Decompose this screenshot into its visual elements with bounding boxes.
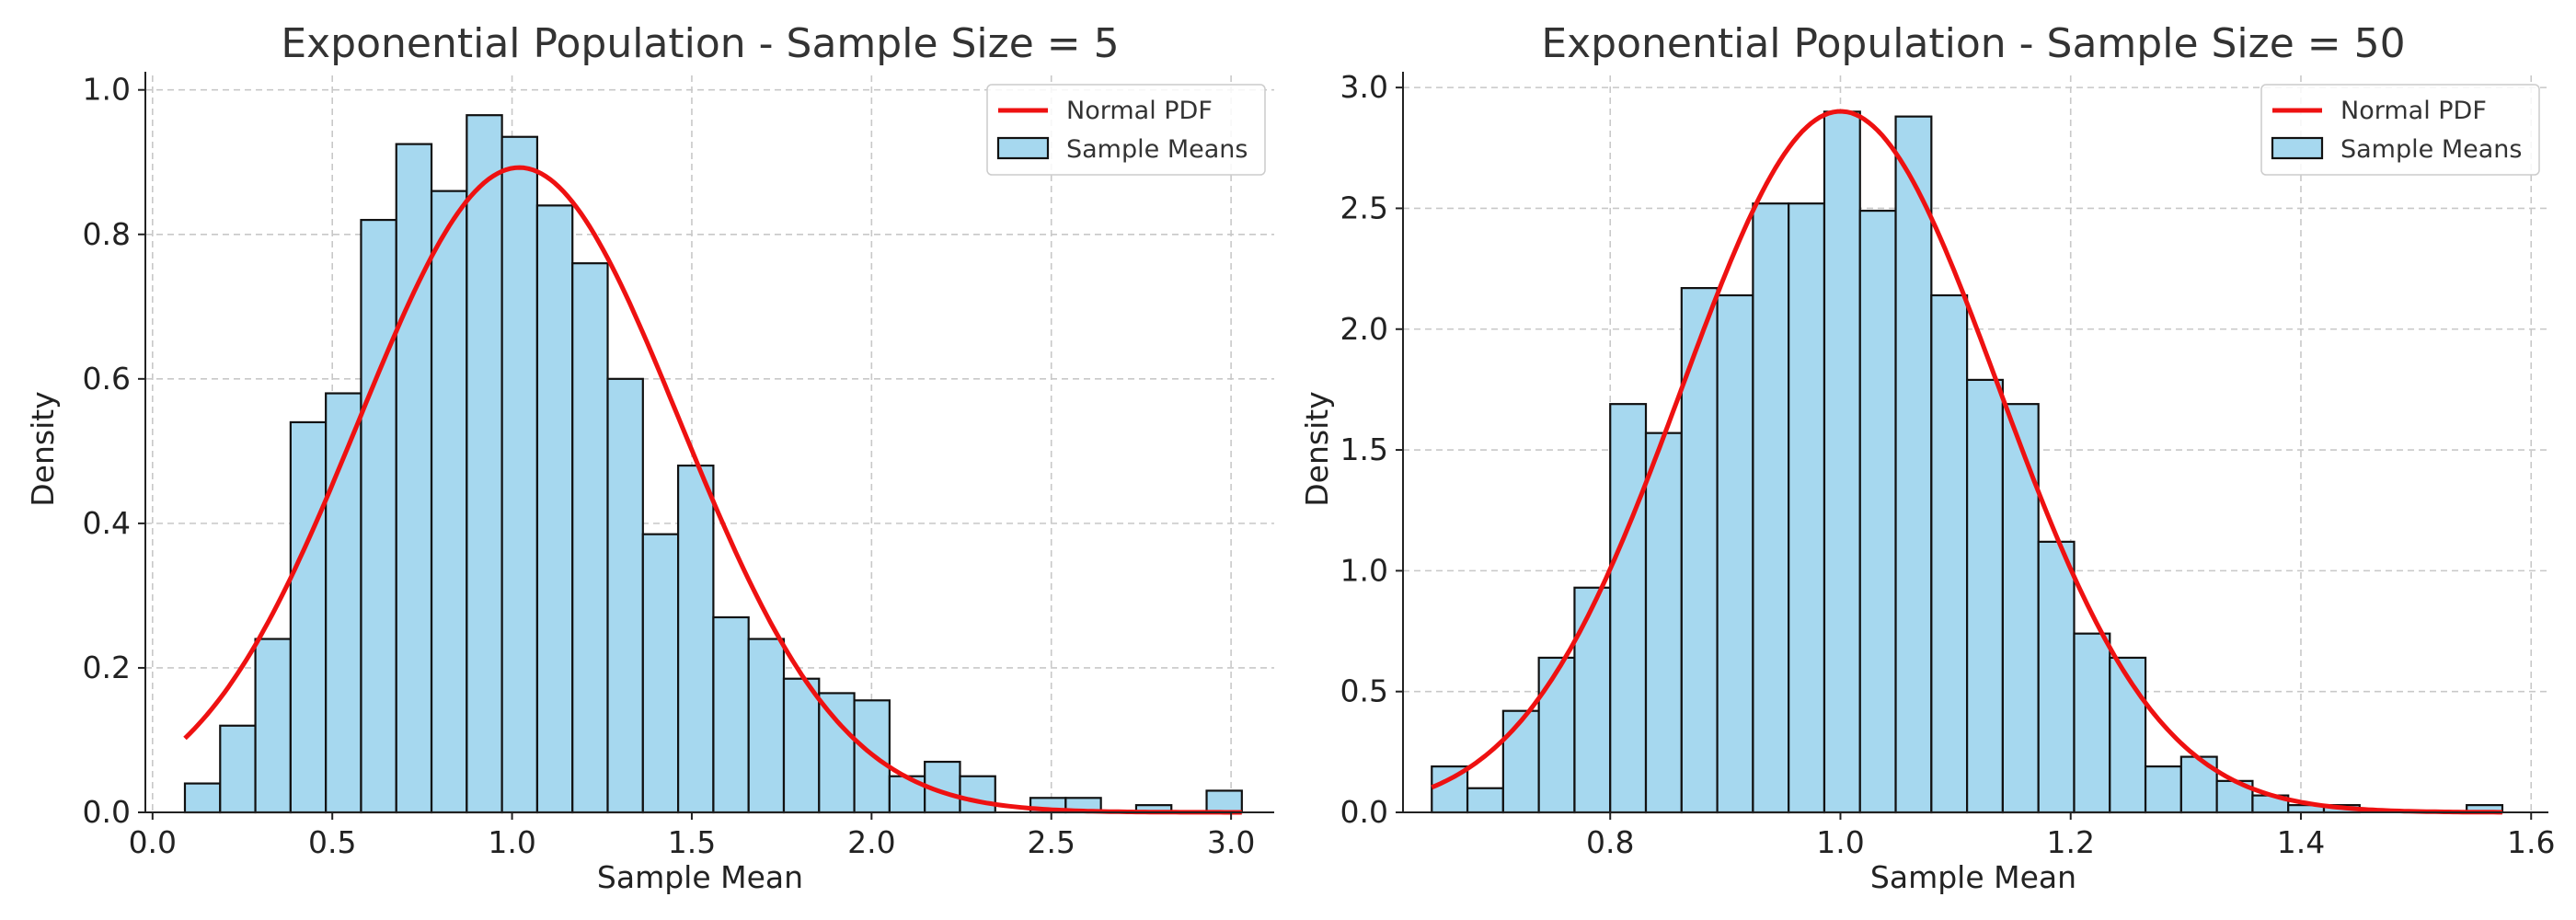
histogram-bar [818,692,856,814]
legend: Normal PDF Sample Means [2260,84,2540,176]
histogram-bars [1431,110,2504,814]
histogram-bar [183,782,222,814]
x-tick-label: 1.6 [2507,824,2555,860]
histogram-bar [1823,110,1861,814]
histogram-bar [1752,202,1790,814]
x-tick-label: 1.5 [668,824,716,860]
x-tick-label: 2.5 [1027,824,1075,860]
x-tick-label: 1.2 [2046,824,2094,860]
axes: 0.8 1.0 1.2 1.4 1.6 0.0 0.5 1.0 1.5 2.0 2.5 3.0 [1340,69,2556,860]
histogram-bar [782,677,821,814]
chart-panel-sample-size-50: Exponential Population - Sample Size = 5… [1299,20,2555,895]
histogram-bar [1966,378,2005,814]
chart-title: Exponential Population - Sample Size = 5 [281,20,1119,67]
histogram-bar [219,724,257,814]
y-tick-label: 1.5 [1340,431,1388,467]
histogram-bar [535,204,574,814]
histogram-bar [500,135,539,814]
axes: 0.0 0.5 1.0 1.5 2.0 2.5 3.0 0.0 0.2 0.4 0.6 0.8 1.0 [83,72,1274,860]
x-tick-label: 1.0 [488,824,535,860]
histogram-bar [395,143,433,814]
histogram-bar [641,533,680,814]
y-tick-label: 2.0 [1340,311,1388,347]
histogram-bar [1501,709,1540,814]
y-tick-label: 1.0 [1340,552,1388,588]
y-tick-label: 0.4 [83,505,131,541]
legend-label-normal-pdf: Normal PDF [2340,97,2487,125]
normal-pdf-curve [1431,109,2502,815]
y-axis-label: Density [25,391,61,506]
x-tick-label: 3.0 [1207,824,1255,860]
x-tick-label: 1.0 [1816,824,1864,860]
histogram-bar [1680,287,1719,814]
histogram-bar [1858,209,1897,814]
x-tick-label: 0.8 [1586,824,1634,860]
histogram-bar [606,377,644,814]
normal-pdf-line [1431,109,2502,815]
histogram-bar [2037,540,2076,814]
legend: Normal PDF Sample Means [986,84,1266,176]
histogram-bar [959,775,996,814]
histogram-bar [466,114,503,814]
histogram-bar [677,464,715,814]
legend-frame [986,84,1266,176]
x-axis-label: Sample Mean [1870,859,2076,895]
histogram-bar [2144,765,2182,814]
normal-pdf-line [183,165,1242,815]
histogram-bar [254,638,292,814]
y-tick-label: 0.8 [83,216,131,252]
histogram-bar [1609,403,1648,814]
legend-bar-swatch [996,136,1050,160]
chart-panel-sample-size-5: Exponential Population - Sample Size = 5… [25,20,1274,895]
y-tick-label: 0.5 [1340,673,1388,709]
legend-label-sample-means: Sample Means [2340,135,2522,164]
legend-label-sample-means: Sample Means [1066,135,1248,164]
y-tick-label: 1.0 [83,72,131,108]
histogram-bar [1537,656,1576,814]
histogram-bar [1894,115,1933,814]
histogram-bar [1716,293,1754,814]
chart-title: Exponential Population - Sample Size = 5… [1541,20,2405,67]
x-tick-label: 0.5 [308,824,356,860]
histogram-bar [571,262,609,814]
normal-pdf-curve [183,165,1242,815]
legend-bar-swatch [2271,136,2324,160]
histogram-bar [1573,586,1612,814]
histogram-bar [1788,202,1826,814]
histogram-bar [360,218,397,814]
y-tick-label: 0.2 [83,650,131,685]
histogram-bar [747,638,786,814]
histogram-bar [2109,656,2147,814]
x-tick-label: 2.0 [847,824,895,860]
y-axis-label: Density [1299,391,1335,506]
y-tick-label: 0.0 [83,794,131,830]
histogram-bar [1205,789,1243,814]
histogram-bar [1644,431,1683,814]
histogram-bars [183,114,1243,814]
y-tick-label: 2.5 [1340,190,1388,225]
histogram-bar [1466,787,1504,814]
legend-frame [2260,84,2540,176]
histogram-bar [712,615,750,814]
y-tick-label: 3.0 [1340,69,1388,105]
y-tick-label: 0.0 [1340,794,1388,830]
legend-label-normal-pdf: Normal PDF [1066,97,1213,125]
y-tick-label: 0.6 [83,361,131,397]
histogram-bar [430,190,468,814]
histogram-bar [1930,293,1969,814]
x-tick-label: 0.0 [129,824,177,860]
histogram-bar [2073,632,2111,814]
histogram-bar [289,420,328,814]
x-axis-label: Sample Mean [597,859,803,895]
histogram-bar [2001,403,2040,814]
x-tick-label: 1.4 [2277,824,2325,860]
